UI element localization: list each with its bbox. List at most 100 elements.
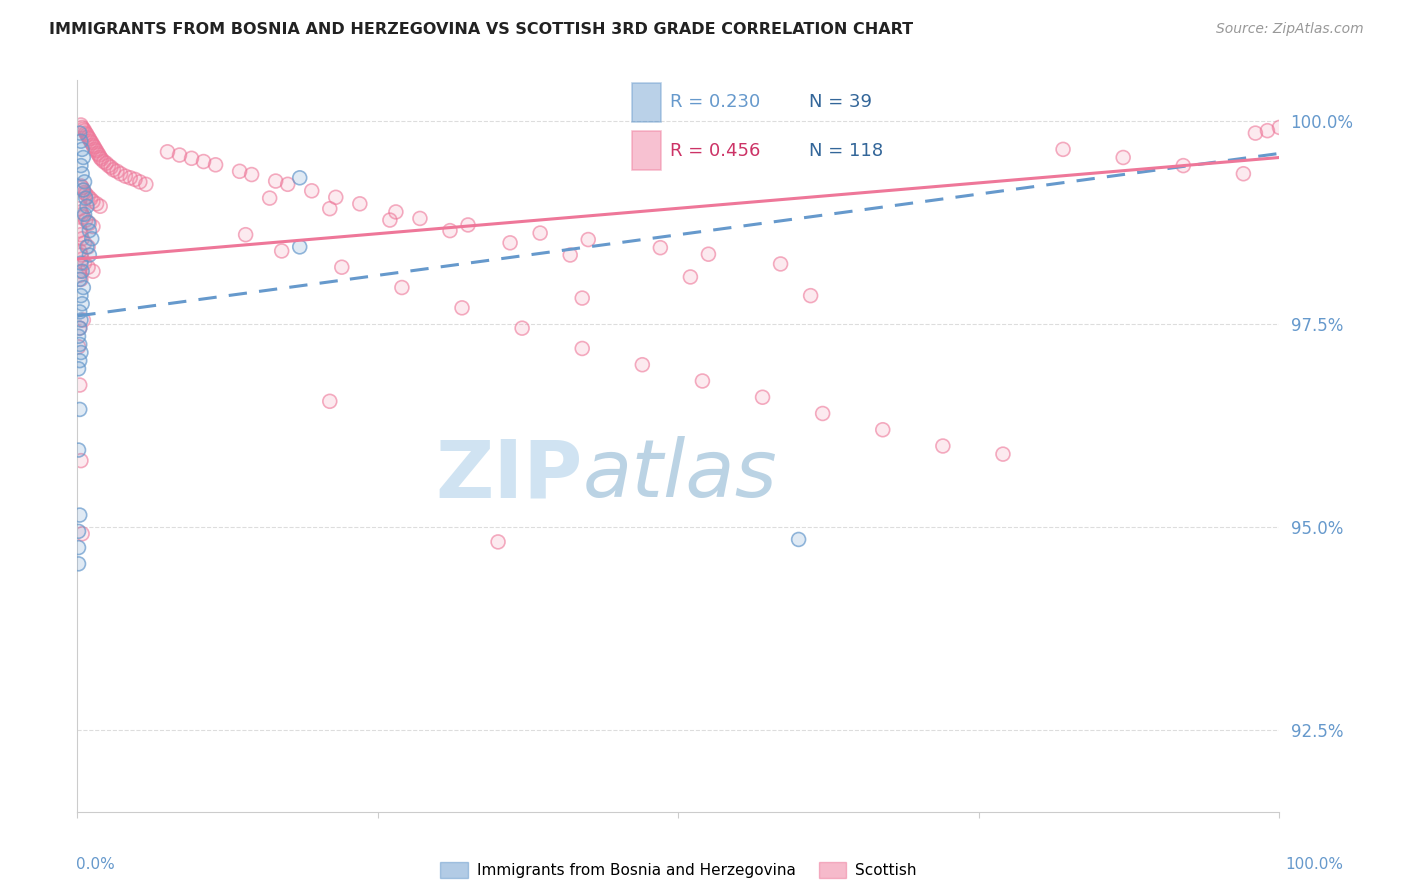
Text: R = 0.230: R = 0.230	[669, 94, 761, 112]
Point	[70, 297, 93, 311]
Point	[70, 178, 93, 193]
Point	[93, 154, 115, 169]
Point	[89, 151, 111, 165]
Point	[70, 180, 93, 194]
Point	[69, 202, 91, 216]
Point	[264, 174, 287, 188]
Point	[560, 248, 582, 262]
Point	[70, 180, 93, 194]
Point	[69, 268, 91, 283]
Point	[769, 257, 792, 271]
Point	[70, 313, 93, 327]
Point	[77, 260, 100, 275]
Point	[110, 167, 132, 181]
Point	[650, 241, 672, 255]
Point	[70, 272, 93, 286]
Point	[76, 128, 98, 142]
Point	[349, 196, 371, 211]
Point	[67, 557, 90, 571]
Point	[991, 447, 1014, 461]
Point	[73, 175, 96, 189]
Point	[89, 199, 111, 213]
Point	[811, 407, 834, 421]
Point	[1052, 142, 1074, 156]
Point	[87, 148, 110, 162]
Point	[72, 280, 94, 294]
Point	[70, 120, 93, 135]
Point	[288, 170, 311, 185]
Point	[1112, 151, 1135, 165]
Point	[105, 164, 128, 178]
Point	[79, 248, 101, 262]
Point	[1244, 126, 1267, 140]
Point	[457, 218, 479, 232]
Point	[288, 240, 311, 254]
Point	[69, 305, 91, 319]
Point	[70, 232, 93, 246]
Point	[70, 313, 93, 327]
Point	[319, 394, 342, 409]
Point	[697, 247, 720, 261]
Point	[1232, 167, 1254, 181]
Point	[69, 402, 91, 417]
Point	[70, 288, 93, 302]
Point	[451, 301, 474, 315]
Point	[72, 210, 94, 224]
Point	[70, 178, 93, 193]
Point	[319, 202, 342, 216]
Point	[73, 256, 96, 270]
Point	[288, 240, 311, 254]
Point	[69, 353, 91, 368]
Point	[510, 321, 533, 335]
Point	[87, 146, 110, 161]
Point	[120, 170, 142, 185]
Text: R = 0.456: R = 0.456	[669, 142, 761, 160]
Point	[259, 191, 281, 205]
Point	[67, 340, 90, 354]
Point	[529, 226, 551, 240]
Point	[69, 264, 91, 278]
Point	[391, 280, 413, 294]
Point	[70, 264, 93, 278]
Point	[679, 269, 702, 284]
Point	[72, 313, 94, 327]
Point	[409, 211, 432, 226]
Bar	[631, 131, 661, 170]
Point	[77, 240, 100, 254]
Point	[69, 264, 91, 278]
Point	[72, 122, 94, 136]
Point	[82, 194, 104, 209]
Point	[75, 191, 97, 205]
Point	[100, 160, 122, 174]
Point	[301, 184, 323, 198]
Point	[69, 402, 91, 417]
Point	[73, 256, 96, 270]
Point	[89, 199, 111, 213]
Point	[82, 264, 104, 278]
Point	[204, 158, 226, 172]
Point	[93, 154, 115, 169]
Point	[240, 168, 263, 182]
Point	[79, 216, 101, 230]
Point	[80, 136, 103, 150]
Point	[103, 162, 125, 177]
Point	[385, 205, 408, 219]
Point	[193, 154, 215, 169]
Text: N = 39: N = 39	[808, 94, 872, 112]
Point	[769, 257, 792, 271]
Point	[697, 247, 720, 261]
Point	[75, 213, 97, 227]
Point	[70, 207, 93, 221]
Point	[70, 142, 93, 156]
Point	[1244, 126, 1267, 140]
Point	[330, 260, 353, 275]
Point	[1256, 123, 1278, 137]
Point	[1256, 123, 1278, 137]
Point	[69, 244, 91, 258]
Point	[277, 178, 299, 192]
Point	[76, 240, 98, 254]
Point	[69, 337, 91, 351]
Text: IMMIGRANTS FROM BOSNIA AND HERZEGOVINA VS SCOTTISH 3RD GRADE CORRELATION CHART: IMMIGRANTS FROM BOSNIA AND HERZEGOVINA V…	[49, 22, 914, 37]
Point	[76, 240, 98, 254]
Point	[499, 235, 522, 250]
